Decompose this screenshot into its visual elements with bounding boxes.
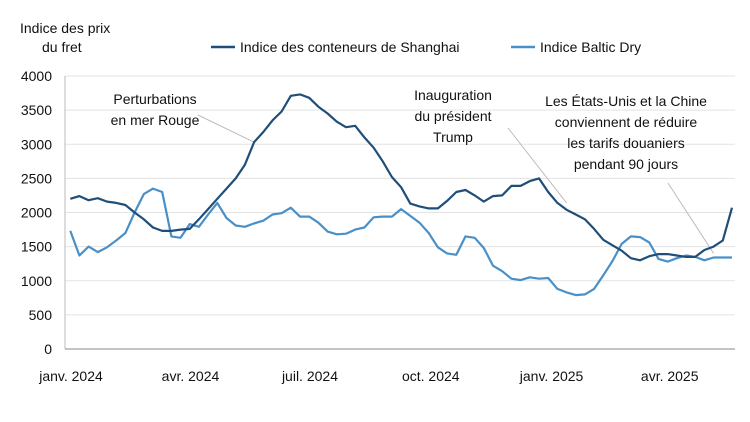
y-tick-label: 3500 — [21, 102, 52, 118]
annotation-text: en mer Rouge — [111, 112, 200, 128]
y-tick-label: 1000 — [21, 273, 52, 289]
legend: Indice des conteneurs de Shanghai Indice… — [211, 39, 641, 55]
annotation-text: les tarifs douaniers — [567, 135, 685, 151]
x-tick-label: avr. 2024 — [162, 368, 220, 384]
x-tick-label: janv. 2025 — [519, 368, 584, 384]
annotation-text: Inauguration — [414, 87, 492, 103]
annotations: Perturbations en mer Rouge Inauguration du … — [111, 87, 715, 254]
series-lines — [69, 93, 734, 297]
y-tick-label: 0 — [44, 341, 52, 357]
series-line-0 — [69, 93, 734, 262]
y-tick-label: 2500 — [21, 170, 52, 186]
annotation-text: Les États-Unis et la Chine — [545, 93, 707, 109]
annotation-text: pendant 90 jours — [574, 156, 678, 172]
legend-label-shanghai: Indice des conteneurs de Shanghai — [240, 39, 460, 55]
annotation-leader-line — [667, 182, 715, 254]
y-tick-label: 3000 — [21, 136, 52, 152]
gridlines — [65, 75, 735, 316]
x-tick-label: oct. 2024 — [402, 368, 460, 384]
x-axis-ticks: janv. 2024 avr. 2024 juil. 2024 oct. 2024 ja… — [38, 368, 699, 384]
x-tick-label: juil. 2024 — [281, 368, 338, 384]
annotation-leader-line — [507, 127, 567, 204]
series-line-1 — [69, 187, 732, 297]
y-tick-label: 500 — [29, 307, 53, 323]
annotation-text: du président — [414, 108, 491, 124]
y-tick-label: 2000 — [21, 205, 52, 221]
y-axis-label-line-2: du fret — [42, 39, 82, 55]
y-axis-label-line-1: Indice des prix — [20, 20, 110, 36]
y-tick-label: 1500 — [21, 239, 52, 255]
y-axis-ticks: 0 500 1000 1500 2000 2500 3000 3500 4000 — [21, 68, 52, 357]
y-tick-label: 4000 — [21, 68, 52, 84]
x-tick-label: avr. 2025 — [641, 368, 699, 384]
annotation-text: conviennent de réduire — [555, 114, 698, 130]
annotation-text: Trump — [433, 129, 473, 145]
legend-label-baltic: Indice Baltic Dry — [540, 39, 641, 55]
annotation-leader-line — [197, 114, 255, 143]
x-tick-label: janv. 2024 — [38, 368, 103, 384]
annotation-text: Perturbations — [113, 91, 196, 107]
